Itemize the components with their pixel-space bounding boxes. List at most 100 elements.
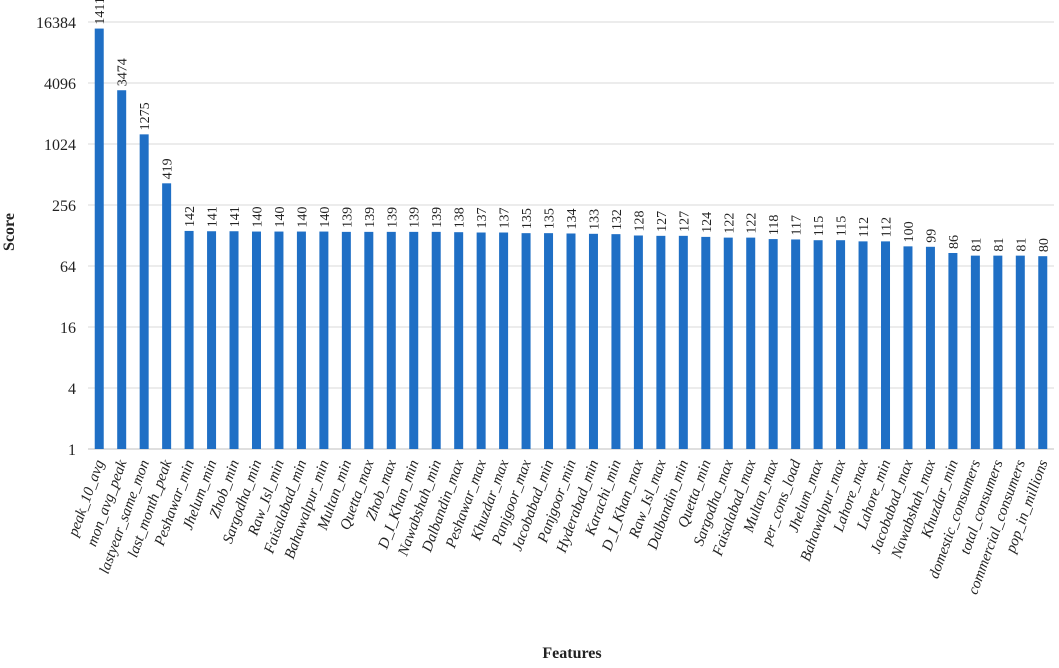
bar-Zhob_min: [229, 231, 239, 449]
y-tick-label: 1024: [44, 137, 76, 154]
bar-Quetta_min: [701, 236, 711, 449]
bar-Faisalabad_max: [746, 237, 756, 449]
data-label: 117: [790, 215, 805, 235]
bar-Sargodha_min: [251, 231, 261, 449]
data-label: 139: [385, 207, 400, 228]
x-axis-title: Features: [542, 645, 601, 662]
data-label: 141: [228, 206, 243, 227]
bar-domestic_consumers: [970, 255, 980, 449]
data-label: 122: [745, 213, 760, 234]
data-label: 142: [183, 206, 198, 227]
bar-mon_avg_peak: [117, 90, 127, 449]
data-label: 1275: [138, 102, 153, 130]
y-tick-label: 4096: [44, 76, 76, 93]
bar-Karachi_min: [611, 234, 621, 449]
bar-Faisalabad_min: [296, 231, 306, 449]
bar-Bahawalpur_max: [836, 240, 846, 449]
data-label: 128: [632, 211, 647, 232]
data-label: 137: [498, 208, 513, 229]
y-tick-label: 1: [68, 442, 76, 459]
bar-Jacobabad_min: [544, 233, 554, 449]
data-label: 141: [206, 206, 221, 227]
data-label: 86: [947, 235, 962, 249]
bar-Peshawar_min: [184, 230, 194, 449]
x-axis-category-labels: peak_10_avgmon_avg_peaklastyear_same_mon…: [65, 457, 1051, 596]
bar-Sargodha_max: [723, 237, 733, 449]
bar-Jhelum_max: [813, 240, 823, 449]
bar-D_I_Khan_max: [633, 235, 643, 449]
bar-Panjgoor_min: [566, 233, 576, 449]
data-label: 140: [273, 207, 288, 228]
data-label: 3474: [116, 58, 131, 86]
bar-Dalbandin_min: [678, 235, 688, 449]
y-tick-label: 4: [68, 381, 76, 398]
y-axis-title: Score: [1, 213, 18, 251]
bar-total_consumers: [993, 255, 1003, 449]
data-label: 100: [902, 221, 917, 242]
bar-Hyderabad_min: [588, 233, 598, 449]
bar-Panjgoor_max: [521, 233, 531, 449]
bar-Raw_Isl_max: [656, 235, 666, 449]
data-label: 140: [250, 207, 265, 228]
data-label: 139: [430, 207, 445, 228]
data-label: 99: [924, 229, 939, 243]
data-label: 138: [453, 207, 468, 228]
y-axis-ticks: 1 4 16 64 256 1024 4096 16384: [36, 15, 76, 459]
data-label: 81: [1014, 238, 1029, 252]
bar-Jacobabad_max: [903, 246, 913, 449]
data-label: 127: [655, 211, 670, 232]
data-label: 115: [835, 216, 850, 236]
data-label: 14112: [93, 0, 108, 25]
data-label: 419: [161, 158, 176, 179]
y-tick-label: 64: [60, 259, 76, 276]
data-label: 124: [700, 212, 715, 233]
data-label: 139: [363, 207, 378, 228]
y-tick-label: 16384: [36, 15, 76, 32]
data-label: 81: [992, 238, 1007, 252]
data-label: 140: [318, 207, 333, 228]
bar-Nawabshah_max: [925, 246, 935, 449]
data-label: 134: [565, 208, 580, 229]
data-label: 127: [677, 211, 692, 232]
data-label: 135: [543, 208, 558, 229]
bar-Multan_min: [341, 231, 351, 449]
bar-Bahawalpur_min: [319, 231, 329, 449]
data-label: 115: [812, 216, 827, 236]
data-label: 139: [340, 207, 355, 228]
data-label: 112: [857, 217, 872, 237]
bar-lastyear_same_mon: [139, 134, 149, 450]
data-label: 132: [610, 209, 625, 230]
y-tick-label: 256: [52, 198, 76, 215]
data-label: 81: [969, 238, 984, 252]
bar-Multan_max: [768, 239, 778, 449]
bar-Zhob_max: [386, 231, 396, 449]
data-label: 118: [767, 215, 782, 235]
data-label: 133: [587, 209, 602, 230]
data-label: 122: [722, 213, 737, 234]
bar-Raw_Isl_min: [274, 231, 284, 449]
data-label: 140: [295, 207, 310, 228]
bar-pop_in_millions: [1038, 256, 1048, 449]
data-label: 135: [520, 208, 535, 229]
bar-Peshawar_max: [476, 232, 486, 449]
bar-D_I_Khan_min: [409, 231, 419, 449]
bar-Khuzdar_max: [499, 232, 509, 449]
data-labels: 14112 3474 1275 419 142 141 141 140 140 140 140 139…: [93, 0, 1052, 252]
bar-Nawabshah_min: [431, 231, 441, 449]
bar-Khuzdar_min: [948, 252, 958, 449]
bar-peak_10_avg: [94, 28, 104, 450]
bar-Jhelum_min: [207, 231, 217, 449]
bar-Dalbandin_max: [454, 232, 464, 449]
bar-last_month_peak: [162, 183, 172, 449]
data-label: 139: [408, 207, 423, 228]
data-label: 112: [880, 217, 895, 237]
data-label: 137: [475, 208, 490, 229]
data-label: 80: [1037, 238, 1052, 252]
bar-Lahore_max: [858, 241, 868, 449]
bars: [94, 28, 1048, 450]
bar-commercial_consumers: [1015, 255, 1025, 449]
bar-Lahore_min: [881, 241, 891, 449]
bar-per_cons_load: [791, 239, 801, 449]
